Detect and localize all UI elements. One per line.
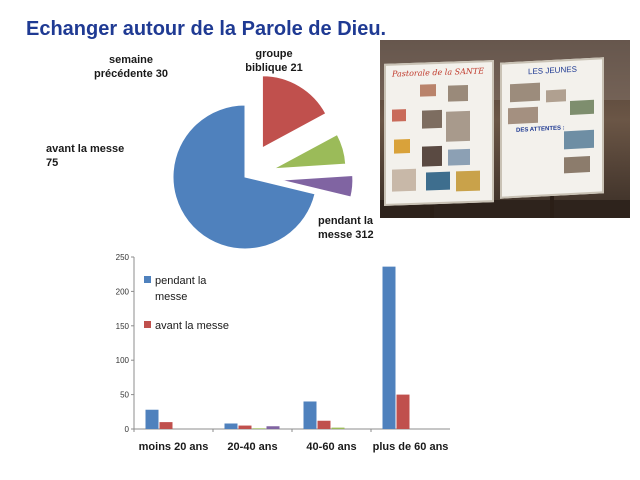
poster-jeunes-heading: LES JEUNES [528,64,577,77]
poster-photo [456,170,480,192]
poster-jeunes: LES JEUNES DES ATTENTES : [500,57,604,199]
photo-floor [380,200,630,218]
legend-swatch [144,276,151,283]
poster-photo [392,109,406,122]
poster-photo [564,156,590,174]
y-tick-label: 0 [125,425,130,434]
poster-photo [570,99,594,116]
pie-slice [261,75,327,149]
bar [159,422,173,429]
bar [396,394,410,429]
bar-chart: 0 50 100 150 200 250 moins 20 ans 20-40 ans 40-6… [116,253,450,453]
easel-right [550,186,554,218]
bar [382,266,396,429]
poster-pastorale: Pastorale de la SANTE [384,60,494,206]
y-tick-label: 200 [116,287,130,296]
bar [317,420,331,429]
poster-photo [392,168,416,192]
y-tick-label: 150 [116,322,130,331]
poster-photo [448,148,470,166]
poster-photo [510,82,540,103]
x-tick-label: moins 20 ans [139,441,209,453]
poster-photo [394,139,410,154]
poster-photo [446,110,470,142]
bar [238,425,252,429]
poster-pastorale-heading: Pastorale de la SANTE [392,66,485,79]
pie-chart: pendant la messe 312 avant la messe 75 semai… [46,48,374,250]
poster-jeunes-subheading: DES ATTENTES : [516,125,565,134]
bar [224,423,238,429]
pie-slice-label: semaine précédente 30 [94,54,168,80]
pie-slice-label: pendant la messe 312 [318,215,374,241]
page-title: Echanger autour de la Parole de Dieu. [26,18,387,40]
pie-slice [280,174,354,198]
pie-slice-label: avant la messe 75 [46,143,124,169]
bar [145,409,159,429]
pie-slice [273,133,347,170]
poster-photo [508,106,538,125]
legend-label: pendant la messe [155,275,207,303]
bar [252,428,266,429]
bar [303,401,317,429]
x-tick-label: plus de 60 ans [373,441,449,453]
pie-slice-label: groupe biblique 21 [245,48,302,74]
poster-photo [426,171,450,191]
poster-photo [546,89,566,103]
bar [331,427,345,429]
pie-slice [172,104,316,250]
poster-photo [422,109,442,129]
bar [266,426,280,429]
y-tick-label: 100 [116,356,130,365]
poster-photo [448,84,468,102]
poster-photo [422,145,442,167]
exhibition-photo: Pastorale de la SANTE LES JEUNES DES ATT… [380,40,630,218]
x-tick-label: 20-40 ans [227,441,277,453]
poster-photo [564,129,594,150]
legend-swatch [144,321,151,328]
legend-label: avant la messe [155,320,229,332]
poster-photo [420,84,436,97]
y-tick-label: 50 [120,391,129,400]
y-tick-label: 250 [116,253,130,262]
x-tick-label: 40-60 ans [306,441,356,453]
